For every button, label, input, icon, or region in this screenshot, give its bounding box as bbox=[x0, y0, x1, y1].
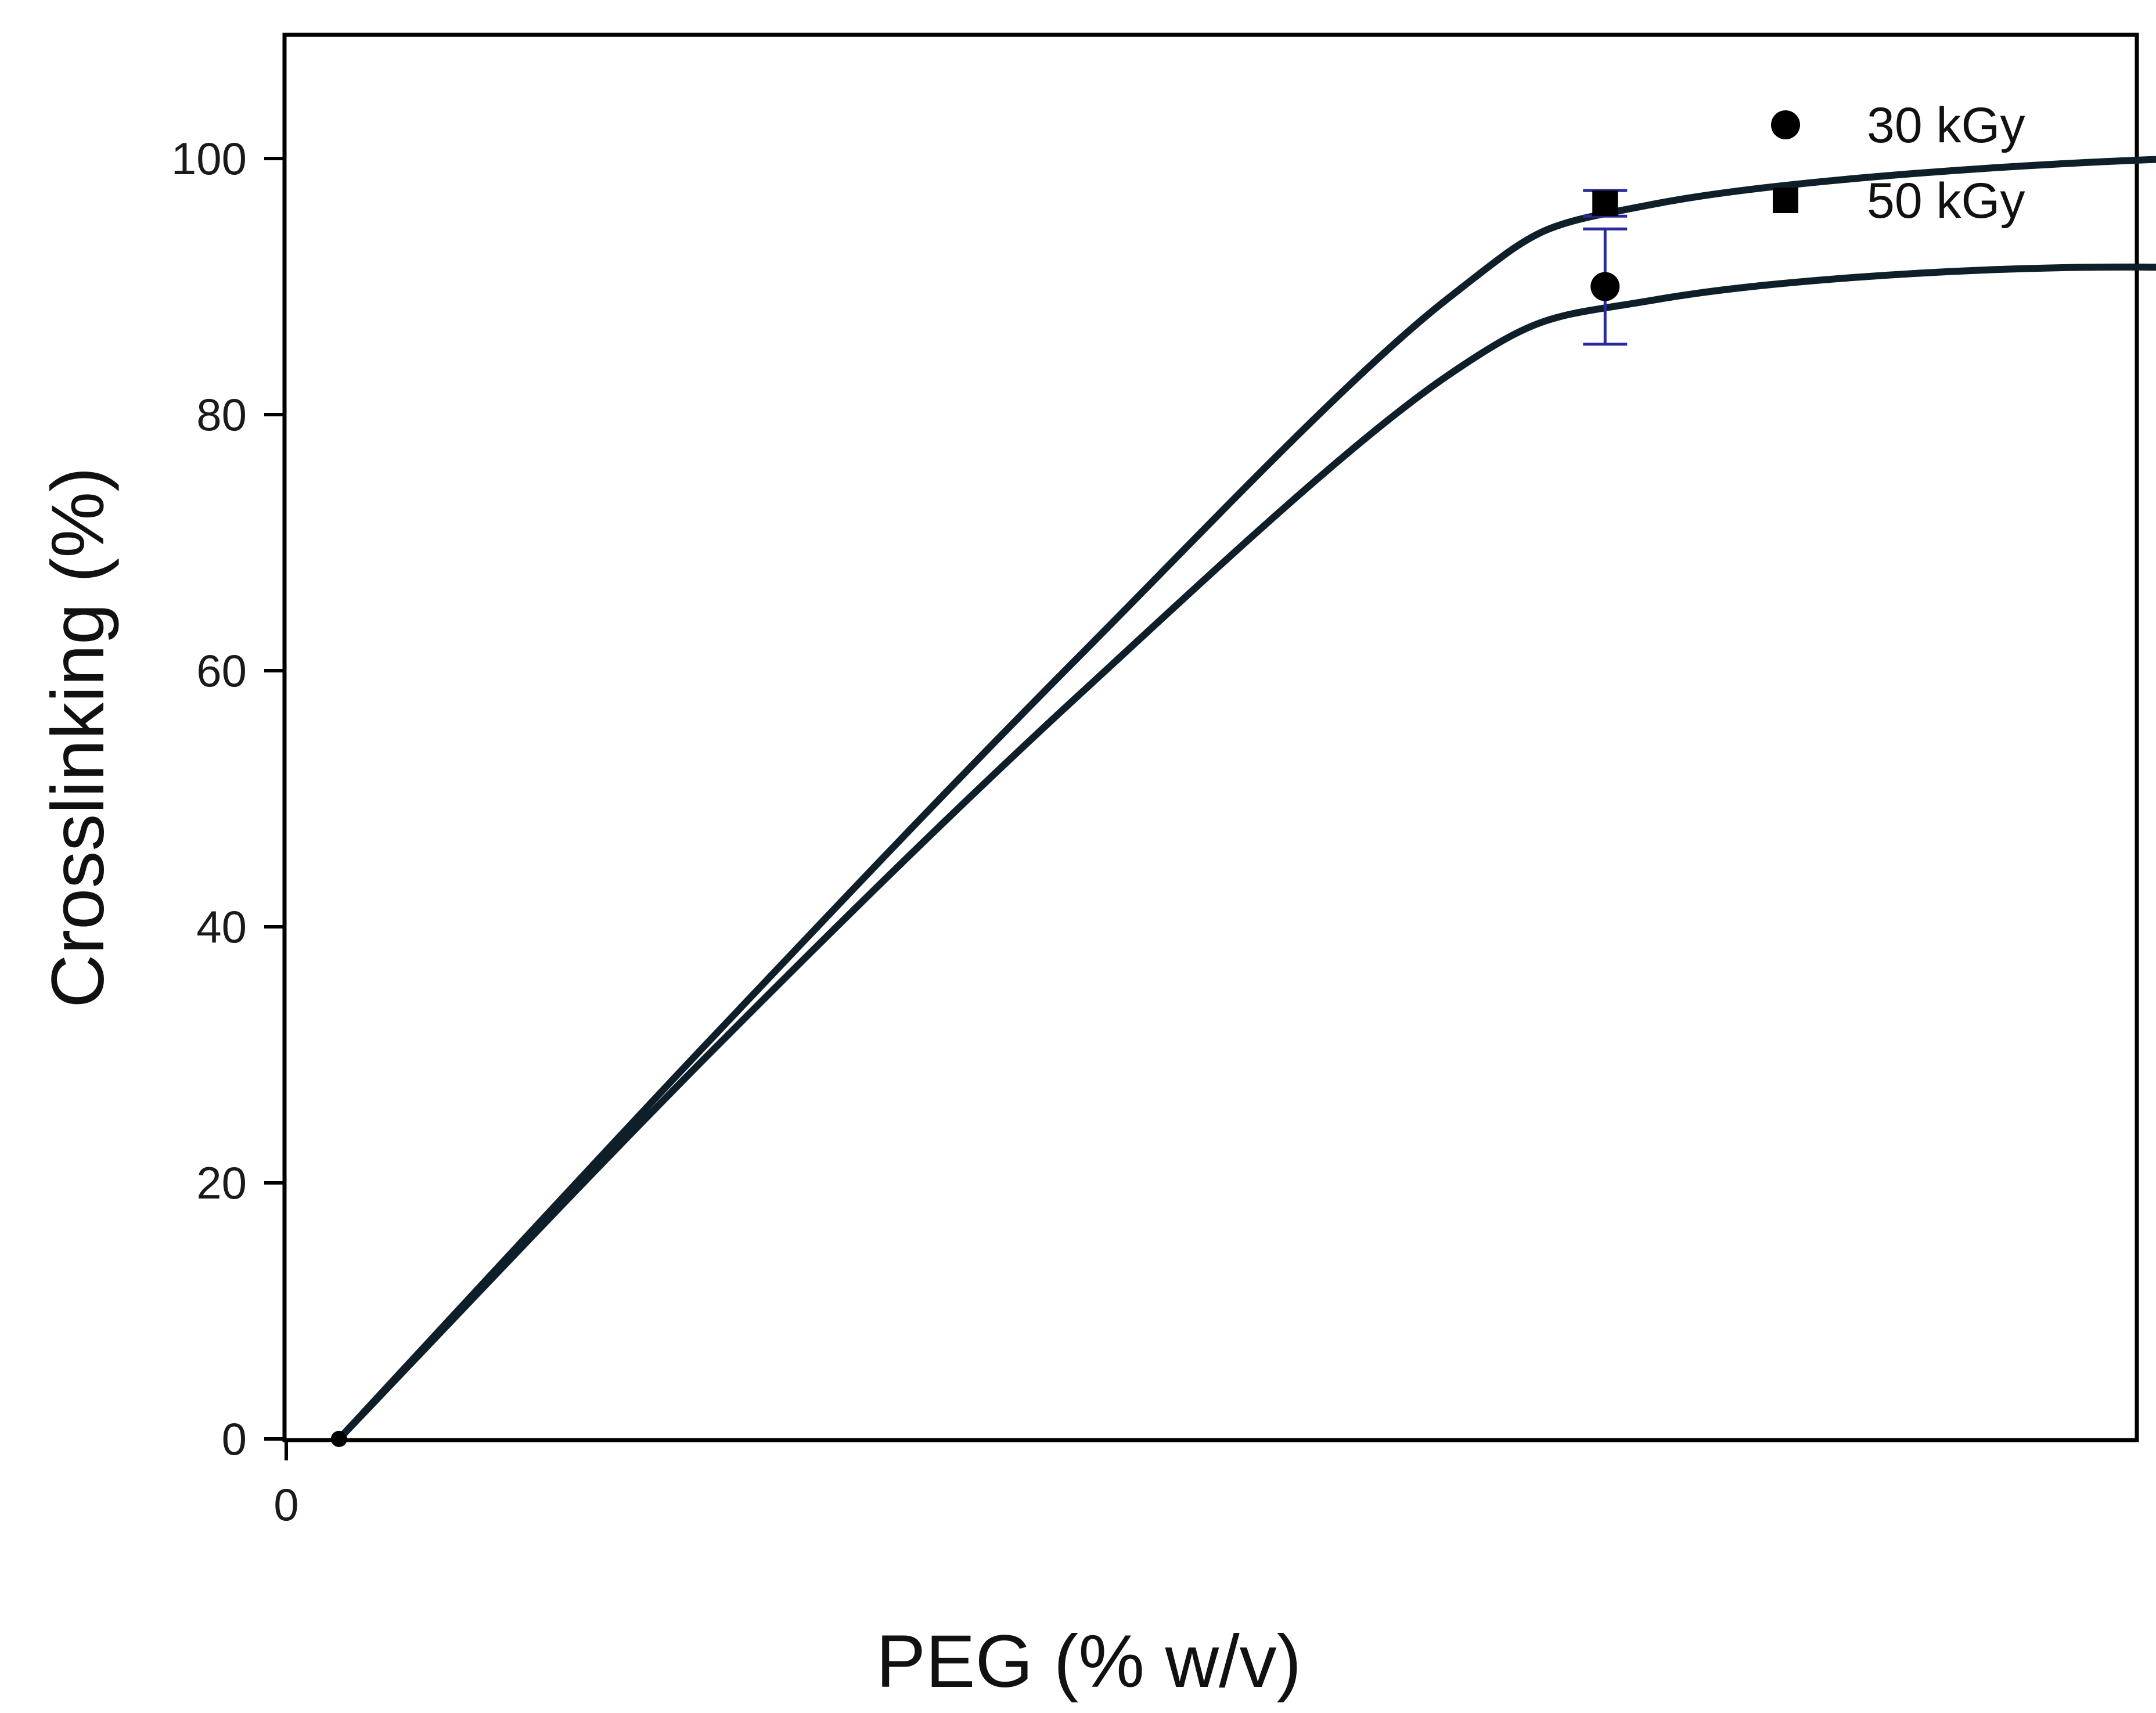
y-tick-label-60: 60 bbox=[196, 645, 247, 696]
marker-origin bbox=[330, 1431, 347, 1447]
y-axis-ticks: 0 20 40 60 80 100 bbox=[171, 133, 285, 1464]
x-axis-title: PEG (% w/v) bbox=[876, 1620, 1302, 1703]
legend-label-30kgy: 30 kGy bbox=[1867, 98, 2025, 153]
marker-50kgy-0 bbox=[1592, 190, 1618, 217]
legend-marker-50kgy bbox=[1773, 188, 1798, 213]
legend: 30 kGy 50 kGy bbox=[1771, 98, 2025, 229]
y-tick-label-0: 0 bbox=[222, 1413, 247, 1464]
fit-line-30kgy bbox=[335, 263, 2156, 1442]
legend-label-50kgy: 50 kGy bbox=[1867, 173, 2025, 229]
legend-marker-30kgy bbox=[1771, 110, 1800, 139]
fit-curves bbox=[335, 156, 2156, 1442]
y-tick-label-100: 100 bbox=[171, 133, 247, 184]
x-tick-label-0: 0 bbox=[273, 1479, 298, 1530]
y-tick-label-80: 80 bbox=[196, 389, 247, 440]
y-tick-label-20: 20 bbox=[196, 1157, 247, 1208]
y-axis-title: Crosslinking (%) bbox=[37, 467, 120, 1008]
plot-frame bbox=[282, 33, 2139, 1442]
fit-line-50kgy bbox=[335, 156, 2156, 1442]
data-markers bbox=[330, 190, 1620, 1447]
marker-30kgy-0 bbox=[1590, 272, 1620, 301]
x-axis-ticks: 051015 bbox=[273, 1440, 299, 1530]
y-tick-label-40: 40 bbox=[196, 901, 247, 952]
legend-markers bbox=[1771, 110, 1800, 213]
